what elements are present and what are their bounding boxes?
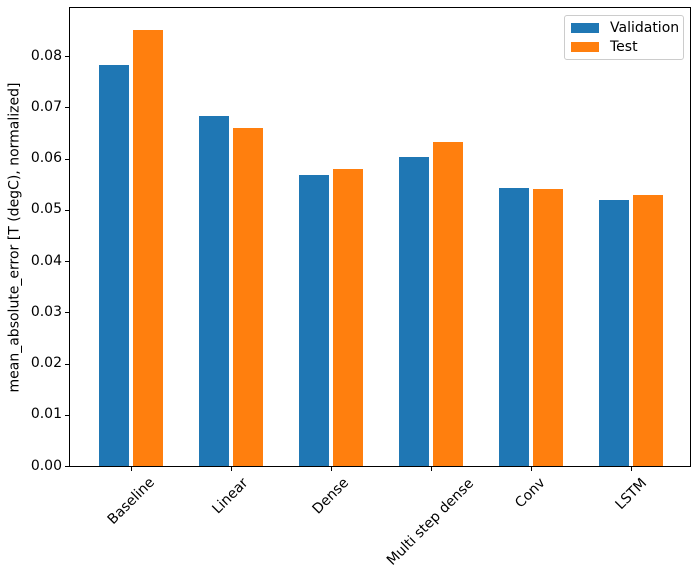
x-tick-mark [431,467,432,471]
y-tick-mark [65,159,69,160]
bar-test-baseline [133,29,163,466]
y-tick-label: 0.01 [30,406,62,423]
y-tick-mark [65,364,69,365]
x-tick-mark [231,467,232,471]
bar-validation-dense [299,174,329,466]
x-tick-label-linear: Linear [209,475,252,518]
y-tick-mark [65,107,69,108]
bar-test-linear [233,127,263,466]
bar-test-multi-step-dense [433,142,463,466]
y-axis-label: mean_absolute_error [T (degC), normalize… [6,82,23,392]
x-tick-label-conv: Conv [512,475,549,512]
legend-label-test: Test [610,38,638,55]
bar-test-dense [333,168,363,466]
y-tick-mark [65,466,69,467]
y-tick-mark [65,312,69,313]
bar-validation-baseline [99,64,129,466]
y-tick-label: 0.05 [30,201,62,218]
legend-label-validation: Validation [610,20,680,37]
y-tick-label: 0.08 [30,47,62,64]
y-tick-mark [65,261,69,262]
bar-validation-conv [499,187,529,466]
legend-item-test: Test [571,39,679,55]
bar-validation-multi-step-dense [399,157,429,466]
y-tick-label: 0.03 [30,303,62,320]
plot-area [69,7,691,467]
x-tick-mark [531,467,532,471]
bar-test-lstm [633,195,663,466]
x-tick-label-baseline: Baseline [104,474,158,529]
y-tick-label: 0.00 [30,457,62,474]
x-tick-label-lstm: LSTM [611,474,650,513]
x-tick-label-dense: Dense [309,474,353,518]
y-tick-label: 0.02 [30,355,62,371]
y-tick-label: 0.07 [30,98,62,115]
x-tick-mark [131,467,132,471]
y-tick-label: 0.06 [30,150,62,167]
x-tick-label-multi-step-dense: Multi step dense [383,475,478,569]
bar-validation-lstm [599,199,629,466]
bar-test-conv [533,189,563,466]
legend-swatch-test [571,41,599,52]
y-tick-label: 0.04 [30,252,62,269]
y-tick-mark [65,415,69,416]
legend-swatch-validation [571,23,599,34]
y-tick-mark [65,56,69,57]
legend: Validation Test [564,15,684,60]
x-tick-mark [631,467,632,471]
y-tick-mark [65,210,69,211]
x-tick-mark [331,467,332,471]
bar-validation-linear [199,115,229,466]
legend-item-validation: Validation [571,20,679,36]
